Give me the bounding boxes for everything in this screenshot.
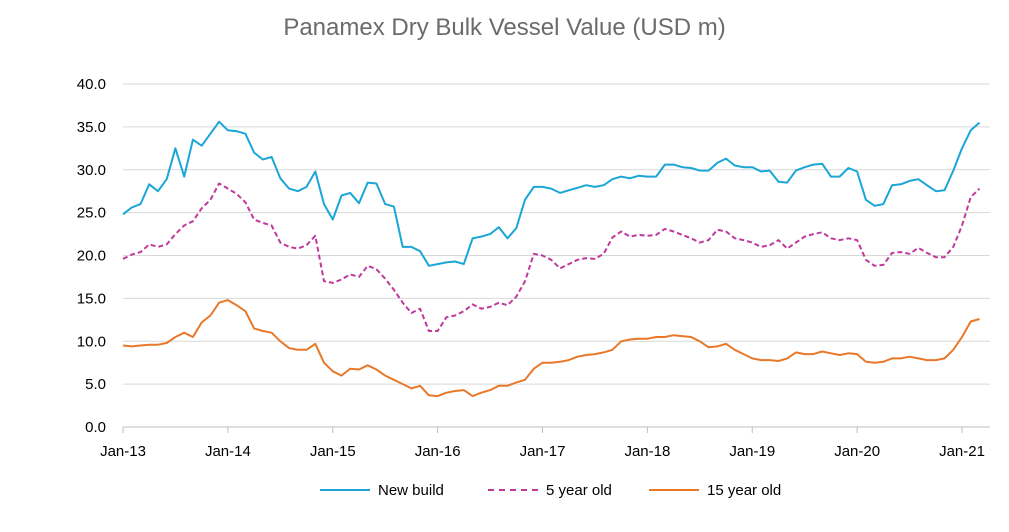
y-tick-label-6: 30.0	[77, 162, 106, 179]
y-tick-label-2: 10.0	[77, 333, 106, 350]
legend-swatch-5-year-old	[488, 489, 538, 491]
series-lines	[122, 120, 981, 398]
y-tick-label-0: 0.0	[85, 419, 106, 436]
x-tick-label-8: Jan-21	[939, 443, 985, 460]
x-axis-tick-labels: Jan-13 Jan-14 Jan-15 Jan-16 Jan-17 Jan-18 Jan-…	[100, 443, 985, 460]
x-tick-label-0: Jan-13	[100, 443, 146, 460]
y-tick-label-5: 25.0	[77, 205, 106, 222]
x-tick-label-3: Jan-16	[415, 443, 461, 460]
legend-swatch-new-build	[320, 489, 370, 491]
series-line-5-year-old	[122, 182, 981, 332]
series-line-new-build	[122, 120, 981, 267]
legend-label-5-year-old: 5 year old	[546, 481, 612, 499]
series-line-15-year-old	[122, 299, 980, 398]
axes	[122, 426, 990, 433]
x-tick-label-5: Jan-18	[624, 443, 670, 460]
x-tick-label-1: Jan-14	[205, 443, 251, 460]
y-tick-label-8: 40.0	[77, 76, 106, 93]
line-chart: 0.0 5.0 10.0 15.0 20.0 25.0 30.0 35.0 40.0 Jan-1…	[77, 76, 990, 460]
legend-item-15-year-old: 15 year old	[649, 480, 781, 500]
y-tick-label-1: 5.0	[85, 376, 106, 393]
legend-swatch-15-year-old	[649, 489, 699, 491]
y-axis-tick-labels: 0.0 5.0 10.0 15.0 20.0 25.0 30.0 35.0 40.0	[77, 76, 106, 436]
x-tick-label-6: Jan-19	[729, 443, 775, 460]
legend-label-new-build: New build	[378, 481, 444, 499]
y-tick-label-3: 15.0	[77, 290, 106, 307]
y-tick-label-7: 35.0	[77, 119, 106, 136]
y-tick-label-4: 20.0	[77, 248, 106, 265]
legend: New build 5 year old 15 year old	[0, 480, 1009, 500]
legend-item-5-year-old: 5 year old	[488, 480, 612, 500]
gridlines	[123, 83, 990, 385]
x-tick-label-7: Jan-20	[834, 443, 880, 460]
x-tick-label-2: Jan-15	[310, 443, 356, 460]
chart-title: Panamex Dry Bulk Vessel Value (USD m)	[283, 14, 726, 41]
legend-label-15-year-old: 15 year old	[707, 481, 782, 499]
x-tick-label-4: Jan-17	[520, 443, 566, 460]
legend-item-new-build: New build	[320, 480, 444, 500]
